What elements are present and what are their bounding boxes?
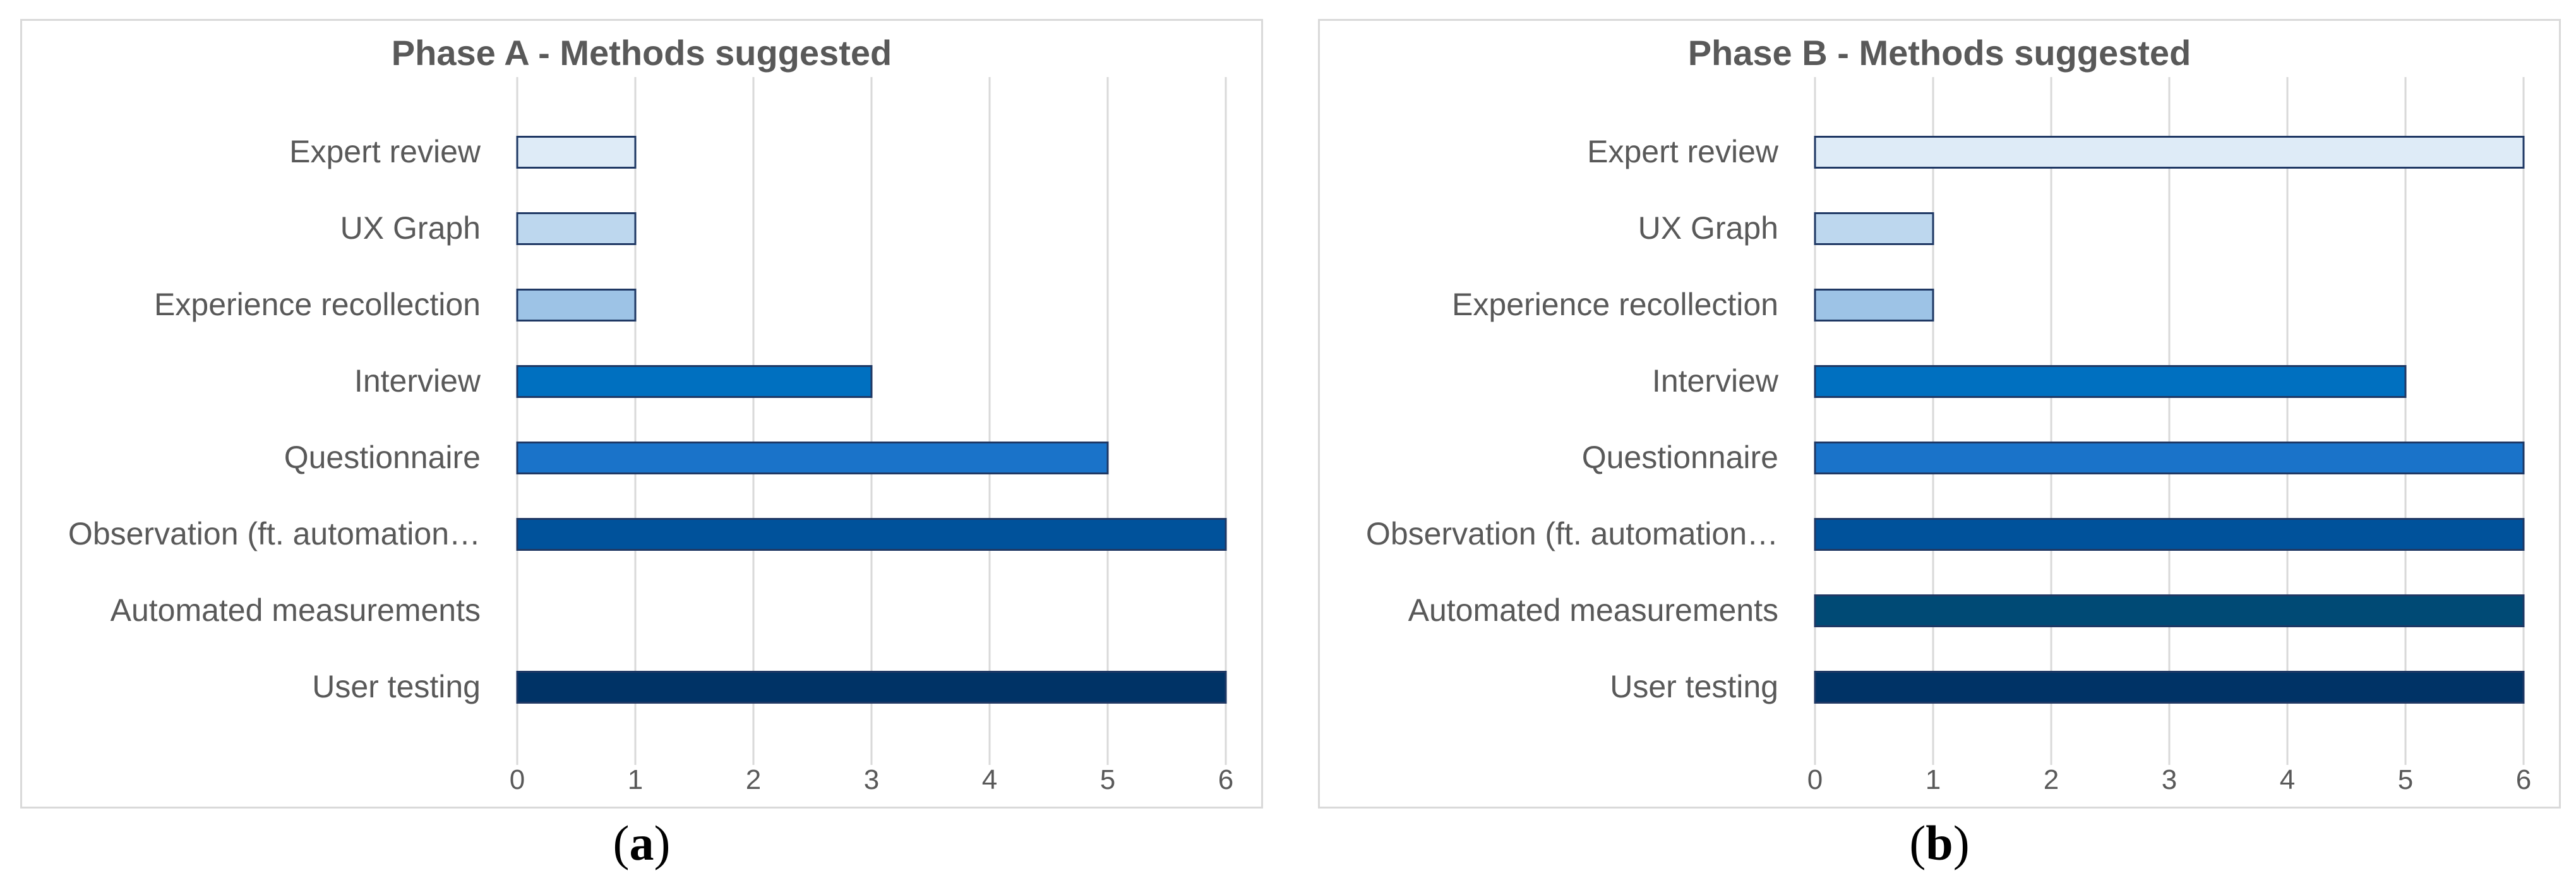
category-label: Observation (ft. automation… — [1366, 516, 1778, 551]
bar — [516, 518, 1227, 551]
caption-letter: a — [629, 815, 654, 870]
x-tick-label: 3 — [864, 764, 879, 795]
bar — [1814, 136, 2525, 169]
bar — [1814, 671, 2525, 704]
x-tick-label: 5 — [1100, 764, 1115, 795]
chart-panel-phase-a: Phase A - Methods suggested 0 1 2 3 4 5 6 Expert… — [20, 19, 1263, 809]
category-label: UX Graph — [1638, 210, 1778, 246]
caption-a: (a) — [547, 815, 736, 872]
category-label: User testing — [312, 669, 481, 704]
category-label: Observation (ft. automation… — [68, 516, 481, 551]
x-tick-label: 1 — [628, 764, 643, 795]
bar — [516, 365, 873, 398]
bar — [1814, 594, 2525, 627]
category-label: Experience recollection — [1452, 287, 1778, 322]
bar — [1814, 289, 1934, 322]
bar — [516, 289, 637, 322]
x-tick-label: 6 — [2516, 764, 2531, 795]
bar — [516, 212, 637, 245]
caption-open-paren: ( — [1909, 815, 1926, 870]
category-label: Interview — [354, 363, 481, 399]
chart-svg-phase-a: Phase A - Methods suggested 0 1 2 3 4 5 6 Expert… — [68, 33, 1233, 795]
category-label: Questionnaire — [284, 440, 481, 475]
caption-close-paren: ) — [654, 815, 671, 870]
caption-b: (b) — [1845, 815, 2034, 872]
bar — [1814, 212, 1934, 245]
x-tick-label: 4 — [982, 764, 997, 795]
category-label: Automated measurements — [111, 592, 481, 628]
caption-close-paren: ) — [1953, 815, 1970, 870]
category-label: Experience recollection — [154, 287, 481, 322]
x-tick-label: 0 — [1807, 764, 1823, 795]
caption-letter: b — [1926, 815, 1953, 870]
x-tick-label: 2 — [746, 764, 761, 795]
bar — [516, 442, 1109, 474]
category-label: UX Graph — [340, 210, 481, 246]
category-label: User testing — [1610, 669, 1778, 704]
category-label: Expert review — [289, 134, 481, 169]
bar — [1814, 518, 2525, 551]
chart-svg-phase-b: Phase B - Methods suggested 0 1 2 3 4 5 6 Expert… — [1366, 33, 2531, 795]
bar — [516, 671, 1227, 704]
category-label: Questionnaire — [1582, 440, 1778, 475]
x-tick-label: 2 — [2044, 764, 2059, 795]
category-label: Expert review — [1587, 134, 1779, 169]
category-label: Automated measurements — [1408, 592, 1778, 628]
bar — [1814, 442, 2525, 474]
chart-title: Phase B - Methods suggested — [1688, 33, 2191, 73]
x-tick-label: 6 — [1218, 764, 1233, 795]
bar — [516, 136, 637, 169]
bar — [1814, 365, 2407, 398]
x-tick-label: 3 — [2162, 764, 2177, 795]
chart-panel-phase-b: Phase B - Methods suggested 0 1 2 3 4 5 6 Expert… — [1318, 19, 2561, 809]
x-tick-label: 0 — [510, 764, 525, 795]
x-tick-label: 5 — [2398, 764, 2413, 795]
x-tick-label: 1 — [1926, 764, 1941, 795]
chart-title: Phase A - Methods suggested — [392, 33, 892, 73]
x-tick-label: 4 — [2280, 764, 2295, 795]
category-label: Interview — [1652, 363, 1779, 399]
caption-open-paren: ( — [613, 815, 630, 870]
